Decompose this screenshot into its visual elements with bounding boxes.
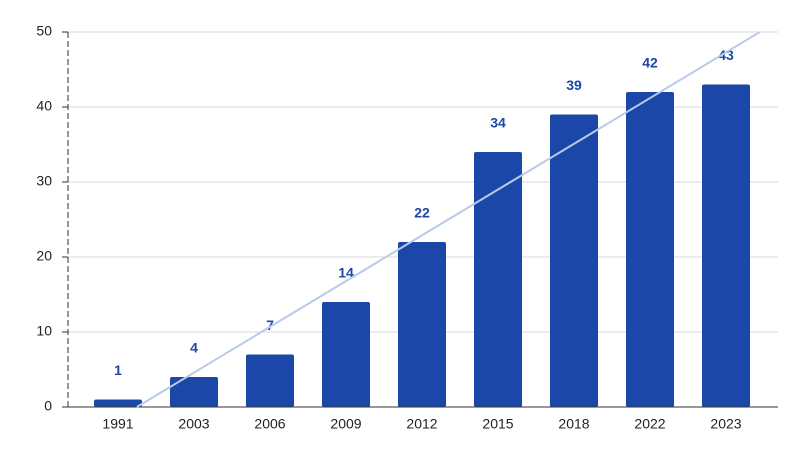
value-label: 39	[566, 77, 582, 93]
y-tick-label: 40	[36, 98, 52, 114]
y-tick-label: 20	[36, 248, 52, 264]
x-tick-label: 2015	[482, 416, 513, 432]
y-tick-label: 0	[44, 398, 52, 414]
x-tick-label: 2012	[406, 416, 437, 432]
trendline	[136, 31, 761, 408]
x-tick-label: 2023	[710, 416, 741, 432]
x-tick-label: 2018	[558, 416, 589, 432]
bar	[474, 152, 522, 407]
x-tick-label: 1991	[102, 416, 133, 432]
value-label: 7	[266, 317, 274, 333]
value-label: 14	[338, 265, 354, 281]
y-tick-label: 50	[36, 23, 52, 39]
bar	[94, 399, 142, 407]
y-tick-label: 10	[36, 323, 52, 339]
x-tick-label: 2022	[634, 416, 665, 432]
y-tick-label: 30	[36, 173, 52, 189]
value-label: 34	[490, 115, 506, 131]
bar	[550, 114, 598, 407]
bar	[322, 302, 370, 407]
value-label: 43	[718, 47, 734, 63]
x-tick-label: 2003	[178, 416, 209, 432]
x-tick-label: 2006	[254, 416, 285, 432]
bar	[170, 377, 218, 407]
bar	[246, 354, 294, 407]
value-label: 1	[114, 362, 122, 378]
value-label: 22	[414, 205, 430, 221]
value-label: 4	[190, 340, 198, 356]
bar	[626, 92, 674, 407]
bar	[398, 242, 446, 407]
bar	[702, 84, 750, 407]
x-tick-label: 2009	[330, 416, 361, 432]
value-label: 42	[642, 55, 658, 71]
